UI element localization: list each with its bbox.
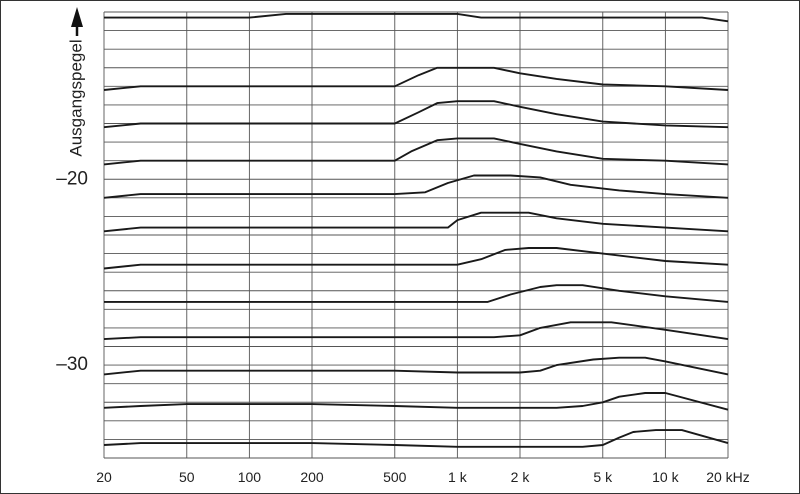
y-axis-label: Ausgangspegel <box>66 39 85 156</box>
series-line-11 <box>103 392 729 411</box>
series-line-10 <box>103 356 729 376</box>
x-tick-label: 1 k <box>448 469 468 485</box>
y-tick-label: –30 <box>56 354 88 375</box>
y-axis-title: Ausgangspegel <box>66 7 85 157</box>
y-tick-label: –20 <box>56 168 88 189</box>
x-tick-label: 50 <box>179 469 195 485</box>
series-line-2 <box>103 66 729 91</box>
series-line-4 <box>103 137 729 166</box>
series-line-7 <box>103 247 729 270</box>
series-line-9 <box>103 321 729 341</box>
series-line-12 <box>103 429 729 448</box>
series-line-8 <box>104 284 729 303</box>
tick-labels: 20 50 100 200 500 1 k 2 k 5 k 10 k 20 kHz –20 –30 <box>56 168 749 485</box>
series-group <box>103 12 729 448</box>
x-tick-label: 500 <box>383 469 407 485</box>
x-tick-label: 200 <box>300 469 324 485</box>
series-line-3 <box>103 100 729 129</box>
series-line-1 <box>104 12 729 23</box>
x-tick-label: 20 kHz <box>706 469 750 485</box>
arrow-up-icon <box>71 7 83 27</box>
x-tick-label: 5 k <box>593 469 613 485</box>
x-tick-label: 20 <box>96 469 112 485</box>
series-line-6 <box>103 211 729 233</box>
series-line-5 <box>103 174 729 199</box>
x-tick-label: 100 <box>238 469 262 485</box>
x-tick-label: 10 k <box>652 469 679 485</box>
x-tick-label: 2 k <box>511 469 531 485</box>
